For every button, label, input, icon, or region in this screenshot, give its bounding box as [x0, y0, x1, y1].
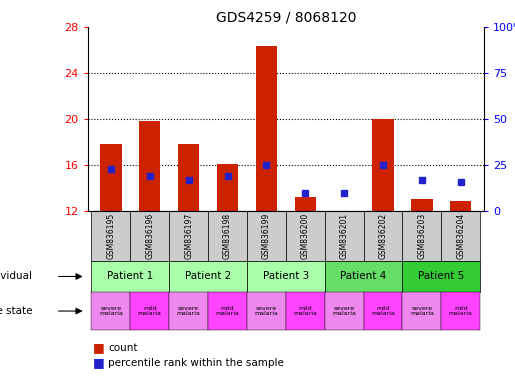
- Bar: [247, 261, 324, 292]
- Bar: [130, 292, 169, 330]
- Bar: [130, 211, 169, 261]
- Text: severe
malaria: severe malaria: [99, 306, 123, 316]
- Text: GSM836195: GSM836195: [107, 213, 115, 259]
- Text: Patient 3: Patient 3: [263, 271, 309, 281]
- Bar: [324, 211, 364, 261]
- Text: count: count: [108, 343, 138, 353]
- Bar: [139, 121, 161, 211]
- Text: Patient 4: Patient 4: [340, 271, 387, 281]
- Bar: [255, 46, 277, 211]
- Text: GSM836201: GSM836201: [339, 213, 349, 259]
- Text: mild
malaria: mild malaria: [216, 306, 239, 316]
- Text: GSM836202: GSM836202: [379, 213, 387, 259]
- Text: severe
malaria: severe malaria: [410, 306, 434, 316]
- Text: severe
malaria: severe malaria: [177, 306, 200, 316]
- Bar: [333, 211, 355, 212]
- Bar: [402, 292, 441, 330]
- Bar: [92, 292, 130, 330]
- Bar: [324, 292, 364, 330]
- Text: GSM836198: GSM836198: [223, 213, 232, 259]
- Text: Patient 1: Patient 1: [107, 271, 153, 281]
- Bar: [92, 211, 130, 261]
- Text: GSM836200: GSM836200: [301, 213, 310, 259]
- Bar: [247, 211, 286, 261]
- Text: mild
malaria: mild malaria: [294, 306, 317, 316]
- Text: mild
malaria: mild malaria: [138, 306, 162, 316]
- Bar: [208, 292, 247, 330]
- Bar: [324, 261, 402, 292]
- Bar: [169, 211, 208, 261]
- Bar: [247, 292, 286, 330]
- Bar: [295, 197, 316, 211]
- Text: GSM836203: GSM836203: [417, 213, 426, 259]
- Bar: [441, 211, 480, 261]
- Bar: [286, 292, 324, 330]
- Text: individual: individual: [0, 271, 32, 281]
- Bar: [178, 144, 199, 211]
- Bar: [441, 292, 480, 330]
- Bar: [450, 201, 471, 211]
- Bar: [402, 261, 480, 292]
- Text: severe
malaria: severe malaria: [332, 306, 356, 316]
- Bar: [169, 261, 247, 292]
- Title: GDS4259 / 8068120: GDS4259 / 8068120: [216, 10, 356, 24]
- Bar: [92, 261, 169, 292]
- Text: disease state: disease state: [0, 306, 32, 316]
- Text: Patient 5: Patient 5: [418, 271, 465, 281]
- Text: GSM836204: GSM836204: [456, 213, 465, 259]
- Text: mild
malaria: mild malaria: [449, 306, 473, 316]
- Bar: [364, 211, 402, 261]
- Bar: [286, 211, 324, 261]
- Bar: [100, 144, 122, 211]
- Bar: [217, 164, 238, 211]
- Bar: [402, 211, 441, 261]
- Text: mild
malaria: mild malaria: [371, 306, 395, 316]
- Bar: [411, 199, 433, 211]
- Text: GSM836199: GSM836199: [262, 213, 271, 259]
- Bar: [169, 292, 208, 330]
- Bar: [208, 211, 247, 261]
- Bar: [364, 292, 402, 330]
- Text: percentile rank within the sample: percentile rank within the sample: [108, 358, 284, 368]
- Text: Patient 2: Patient 2: [185, 271, 231, 281]
- Text: GSM836196: GSM836196: [145, 213, 154, 259]
- Text: severe
malaria: severe malaria: [254, 306, 278, 316]
- Text: ■: ■: [93, 341, 105, 354]
- Text: GSM836197: GSM836197: [184, 213, 193, 259]
- Text: ■: ■: [93, 356, 105, 369]
- Bar: [372, 119, 393, 211]
